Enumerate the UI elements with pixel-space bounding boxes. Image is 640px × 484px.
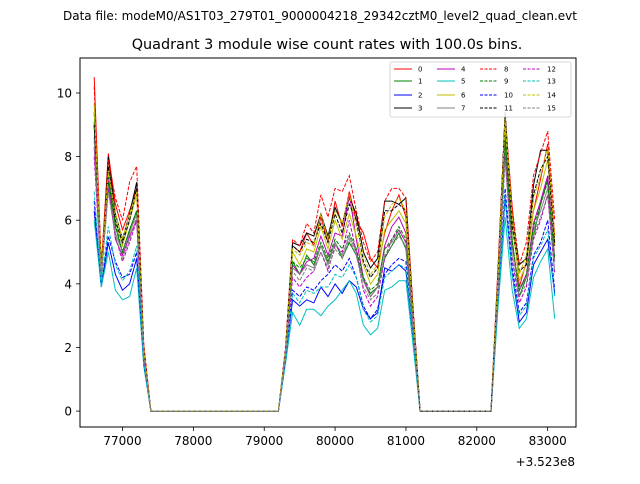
chart-suptitle: Data file: modeM0/AS1T03_279T01_90000042… <box>63 9 577 23</box>
legend-item-5: 5 <box>437 78 465 86</box>
series-line-6 <box>93 102 556 412</box>
legend-item-15: 15 <box>523 105 556 113</box>
legend-label: 3 <box>418 105 422 113</box>
legend-label: 7 <box>461 105 465 113</box>
y-tick-label: 4 <box>64 277 72 291</box>
plot-area <box>93 77 556 412</box>
series-line-10 <box>93 188 556 412</box>
y-tick-label: 6 <box>64 214 72 228</box>
legend-label: 13 <box>547 78 556 86</box>
x-tick-label: 79000 <box>245 434 283 448</box>
series-line-5 <box>93 217 556 412</box>
series-line-4 <box>93 143 556 412</box>
series-line-14 <box>93 105 556 412</box>
legend-item-10: 10 <box>480 92 513 100</box>
series-line-8 <box>93 86 556 412</box>
y-tick-label: 2 <box>64 341 72 355</box>
legend-label: 0 <box>418 66 422 74</box>
series-line-12 <box>93 156 556 412</box>
legend-label: 11 <box>504 105 513 113</box>
y-tick-label: 0 <box>64 405 72 419</box>
legend-item-12: 12 <box>523 66 556 74</box>
legend-label: 9 <box>504 78 508 86</box>
legend-item-6: 6 <box>437 92 466 100</box>
legend-item-8: 8 <box>480 66 508 74</box>
y-tick-label: 10 <box>57 86 72 100</box>
legend-item-11: 11 <box>480 105 513 113</box>
legend-label: 8 <box>504 66 508 74</box>
axes-frame <box>79 57 577 428</box>
series-line-0 <box>93 77 556 412</box>
x-tick-label: 82000 <box>458 434 496 448</box>
series-line-15 <box>93 140 556 412</box>
x-axis-offset-label: +3.523e8 <box>516 455 575 469</box>
legend-box <box>389 61 572 118</box>
legend-item-0: 0 <box>394 66 422 74</box>
legend-label: 2 <box>418 92 422 100</box>
series-line-7 <box>93 137 556 412</box>
series-line-13 <box>93 191 556 412</box>
series-line-9 <box>93 121 556 412</box>
legend-item-14: 14 <box>523 92 556 100</box>
legend-item-1: 1 <box>394 78 422 86</box>
legend-item-3: 3 <box>394 105 422 113</box>
legend-label: 4 <box>461 66 466 74</box>
x-tick-label: 78000 <box>174 434 212 448</box>
x-tick-label: 81000 <box>387 434 425 448</box>
legend-item-4: 4 <box>437 66 466 74</box>
legend-item-2: 2 <box>394 92 422 100</box>
legend-label: 10 <box>504 92 513 100</box>
y-axis: 0 2 4 6 8 10 <box>57 86 80 419</box>
legend-label: 1 <box>418 78 422 86</box>
chart-title: Quadrant 3 module wise count rates with … <box>132 37 523 53</box>
y-tick-label: 8 <box>64 150 72 164</box>
legend-label: 14 <box>547 92 556 100</box>
legend-item-9: 9 <box>480 78 508 86</box>
legend-label: 12 <box>547 66 556 74</box>
x-axis: 77000 78000 79000 80000 81000 82000 83000 <box>103 427 567 448</box>
legend-label: 15 <box>547 105 556 113</box>
legend-label: 6 <box>461 92 466 100</box>
legend-item-7: 7 <box>437 105 465 113</box>
legend-item-13: 13 <box>523 78 556 86</box>
x-tick-label: 77000 <box>103 434 141 448</box>
legend-label: 5 <box>461 78 465 86</box>
x-tick-label: 83000 <box>529 434 567 448</box>
series-line-11 <box>93 115 556 412</box>
x-tick-label: 80000 <box>316 434 354 448</box>
